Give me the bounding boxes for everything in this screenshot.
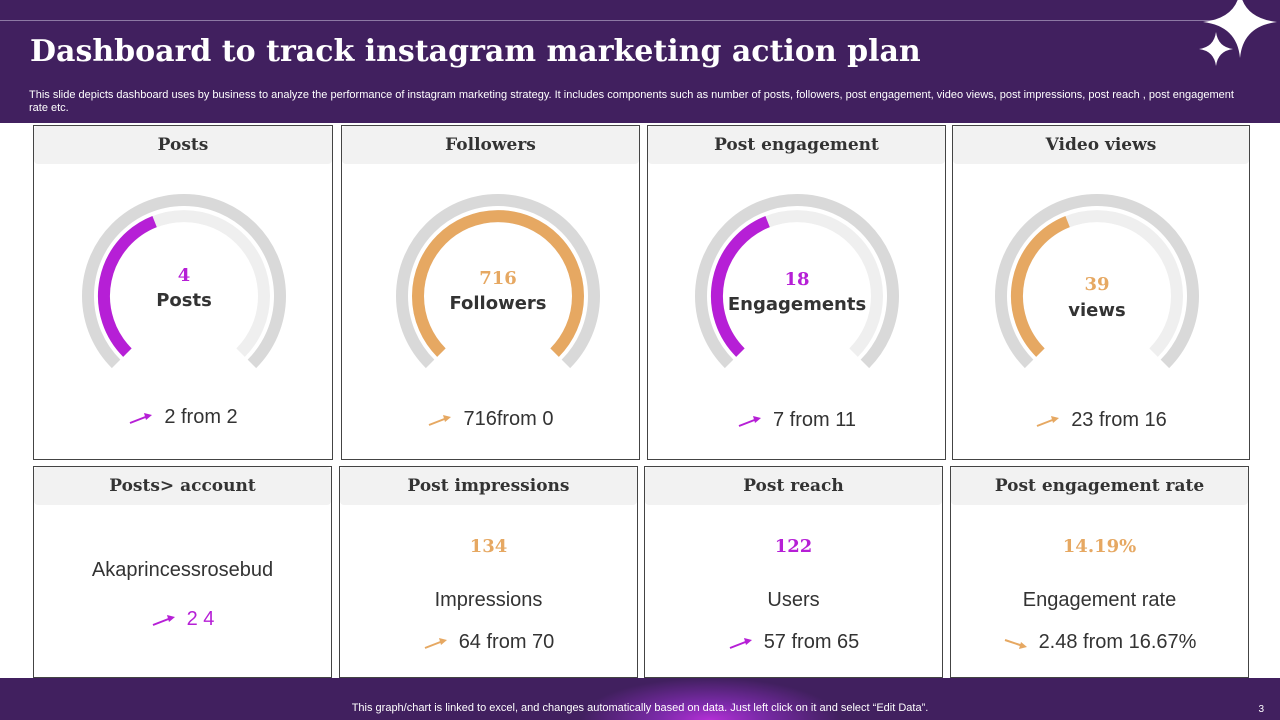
page-subtitle: This slide depicts dashboard uses by bus… [29,89,1234,114]
posts-card-title: Posts [34,126,332,164]
video-views-trend: 23 from 16 [953,409,1249,432]
post-reach-card: Post reach 122 Users 57 from 65 [644,466,943,678]
sparkle-small-icon [1199,32,1233,66]
trend-up-arrow-icon [151,612,177,628]
video-views-trend-text: 23 from 16 [1071,409,1167,431]
reach-count: 122 [774,536,813,557]
page-number: 3 [1258,704,1264,715]
trend-down-arrow-icon [1003,635,1029,651]
post-engagement-card-title: Post engagement [648,126,945,164]
followers-trend-text: 716from 0 [463,408,554,430]
post-reach-card-title: Post reach [645,467,942,505]
post-impressions-trend: 64 from 70 [340,631,637,654]
reach-label: Users [767,589,820,611]
post-engagement-rate-trend-text: 2.48 from 16.67% [1038,631,1197,653]
followers-card-title: Followers [342,126,639,164]
post-impressions-trend-text: 64 from 70 [458,631,555,653]
followers-card: Followers 716 Followers 716from 0 [341,125,640,460]
sparkle-large-icon [1203,0,1277,58]
posts-account-trend: 2 4 [34,608,331,631]
posts-card: Posts 4 Posts 2 from 2 [33,125,333,460]
gauge-value-arc [1010,216,1070,357]
post-engagement-rate-card: Post engagement rate 14.19% Engagement r… [950,466,1249,678]
header-banner: Dashboard to track instagram marketing a… [0,0,1280,123]
trend-up-arrow-icon [737,413,763,429]
video-views-card: Video views 39 views 23 from 16 [952,125,1250,460]
post-engagement-trend-text: 7 from 11 [773,409,856,431]
gauge-outer-track [695,194,899,369]
footer-note: This graph/chart is linked to excel, and… [351,702,929,714]
posts-count: 4 [177,265,191,286]
post-impressions-card: Post impressions 134 Impressions 64 from… [339,466,638,678]
posts-unit-label: Posts [156,290,212,311]
gauge-outer-track [995,194,1199,369]
gauge-value-arc [412,210,584,357]
post-engagement-trend: 7 from 11 [648,409,945,432]
engagement-unit-label: Engagements [727,294,867,315]
page-title: Dashboard to track instagram marketing a… [30,34,921,69]
engagement-rate-value: 14.19% [1062,536,1137,557]
impressions-label: Impressions [434,589,543,611]
video-views-card-title: Video views [953,126,1249,164]
engagement-count: 18 [784,269,810,290]
posts-account-card: Posts> account Akaprincessrosebud 2 4 [33,466,332,678]
account-name: Akaprincessrosebud [91,559,274,581]
trend-up-arrow-icon [728,635,754,651]
followers-trend: 716from 0 [342,408,639,431]
views-count: 39 [1084,274,1110,295]
followers-unit-label: Followers [449,293,547,314]
views-unit-label: views [1068,300,1126,321]
trend-up-arrow-icon [128,410,154,426]
followers-count: 716 [479,268,517,289]
posts-gauge [82,194,286,369]
post-reach-trend-text: 57 from 65 [763,631,860,653]
followers-gauge [396,194,600,369]
post-engagement-gauge [695,194,899,369]
gauge-value-arc [710,216,770,357]
engagement-rate-label: Engagement rate [1022,589,1177,611]
post-engagement-rate-card-title: Post engagement rate [951,467,1248,505]
post-engagement-rate-trend: 2.48 from 16.67% [951,631,1248,654]
post-reach-trend: 57 from 65 [645,631,942,654]
post-engagement-card: Post engagement 18 Engagements 7 from 11 [647,125,946,460]
header-divider [0,20,1215,21]
footer-banner: This graph/chart is linked to excel, and… [0,678,1280,720]
posts-account-card-title: Posts> account [34,467,331,505]
impressions-count: 134 [469,536,508,557]
trend-up-arrow-icon [1035,413,1061,429]
gauge-outer-track [396,194,600,369]
gauge-value-arc [97,216,157,357]
posts-trend-text: 2 from 2 [164,406,238,428]
post-impressions-card-title: Post impressions [340,467,637,505]
video-views-gauge [995,194,1199,369]
trend-up-arrow-icon [427,412,453,428]
posts-account-trend-text: 2 4 [186,608,215,630]
posts-trend: 2 from 2 [34,406,332,429]
gauge-outer-track [82,194,286,369]
trend-up-arrow-icon [423,635,449,651]
